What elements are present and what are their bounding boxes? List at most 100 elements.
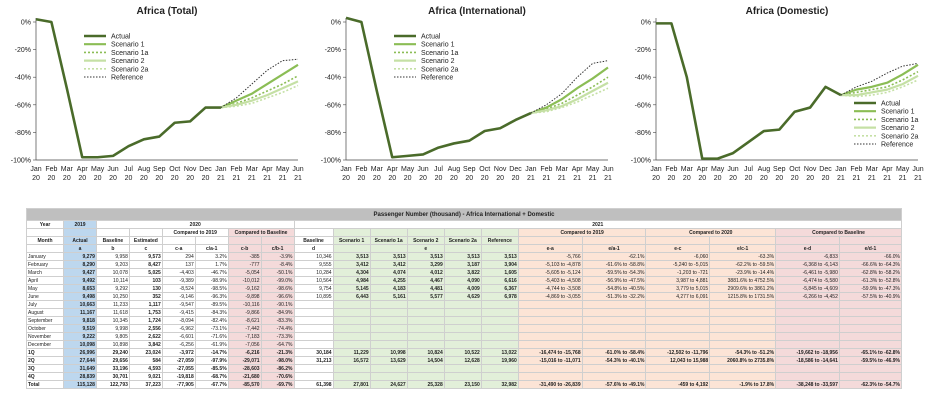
group-2021-compared-2019: Compared to 2019 [517,228,647,237]
table-cell: 3881.6% to 4752.5% [709,276,777,285]
column-header [227,236,262,245]
table-cell: 10,284 [293,268,334,277]
table-cell: -29,071 [227,356,262,365]
table-cell: -5,605 to -5,124 [517,268,583,277]
table-cell: 10,346 [293,252,334,261]
x-tick-month: Apr [387,166,399,173]
column-header: Scenario 1 [332,236,371,245]
table-cell: 4,009 [443,284,482,293]
table-cell: -9,415 [161,308,196,317]
table-cell: -12,502 to -11,796 [645,348,711,357]
y-tick-label: -100% [321,158,341,165]
x-tick-year: 21 [263,175,271,182]
table-cell: 3.2% [194,252,229,261]
table-cell [709,300,777,309]
table-row: Compared to 2019 Compared to Baseline Comp… [26,228,902,237]
table-cell: -6,216 [227,348,262,357]
x-tick-month: May [896,166,910,173]
chart-africa-domestic: Africa (Domestic) 0% -20% -40% -60% -80% -100%… [620,0,931,200]
table-cell: -7,183 [227,332,262,341]
table-cell: 6,367 [480,284,519,293]
x-tick-month: Feb [230,166,242,173]
table-cell: 6,443 [332,292,371,301]
table-cell [838,316,902,325]
group-2021-compared-baseline: Compared to Baseline [775,228,902,237]
legend-label: Scenario 2a [881,133,918,140]
column-header [709,236,777,245]
table-cell: 4,012 [406,268,445,277]
table-cell [406,340,445,349]
chart-svg: Africa (Domestic) 0% -20% -40% -60% -80% -100%… [631,6,924,182]
y-tick-label: -60% [325,102,341,109]
table-cell [332,300,371,309]
table-cell: -9,146 [161,292,196,301]
x-tick-month: Apr [882,166,894,173]
table-cell: 26,996 [63,348,97,357]
table-cell [517,372,583,381]
table-row: December 10,098 10,898 3,842 -6,256 -61.9% -7,… [26,340,902,349]
x-tick-month: Nov [184,166,197,173]
series-line-actual [35,17,221,159]
legend-label: Scenario 2 [111,58,145,65]
table-cell [645,316,711,325]
table-cell: 3,513 [369,252,408,261]
x-tick-month: Mar [681,166,694,173]
x-tick-month: May [91,166,105,173]
table-cell [709,364,777,373]
table-cell: 3,187 [443,260,482,269]
table-cell [581,316,647,325]
x-tick-year: 20 [155,175,163,182]
table-cell: -69.7% [260,380,295,389]
column-header: Scenario 2 [406,236,445,245]
table-cell: 9,958 [95,252,130,261]
table-cell: 14,504 [406,356,445,365]
table-cell [293,372,334,381]
column-header [194,236,229,245]
table-cell [369,372,408,381]
x-tick-year: 20 [481,175,489,182]
series-line-scenario-2 [840,74,919,97]
table-cell [709,372,777,381]
table-cell: 33,196 [95,364,130,373]
row-label: December [26,340,65,349]
table-cell [293,324,334,333]
table-cell: 1,117 [128,300,163,309]
table-cell [645,340,711,349]
table-cell: 8,290 [63,260,97,269]
table-cell: -89.5% [194,300,229,309]
table-cell: -85,570 [227,380,262,389]
legend-label: Actual [421,34,441,41]
x-tick-month: Jun [727,166,738,173]
table-cell [332,340,371,349]
table-cell: -56.9% to -47.5% [581,276,647,285]
x-tick-year: 21 [294,175,302,182]
table-row: 3Q 31,649 33,196 4,593 -27,055 -85.5% -28,603-… [26,364,902,373]
column-header: Baseline [293,236,334,245]
y-tick-label: -20% [15,47,31,54]
table-cell: -23.9% to -14.4% [709,268,777,277]
x-tick-month: Jan [215,166,226,173]
table-cell [517,364,583,373]
table-cell [369,364,408,373]
table-cell: -38,248 to -33,597 [775,380,840,389]
column-header: Baseline [95,236,130,245]
y-tick-label: -40% [15,75,31,82]
table-cell: 1,724 [128,316,163,325]
table-cell: -10,012 [227,276,262,285]
column-header: Reference [480,236,519,245]
table-cell [838,300,902,309]
row-label: January [26,252,65,261]
x-tick-month: Mar [556,166,569,173]
table-cell [443,324,482,333]
table-cell [95,228,130,237]
table-cell: -18,586 to -14,641 [775,356,840,365]
table-cell: 2060.8% to 2735.8% [709,356,777,365]
x-tick-year: 20 [760,175,768,182]
column-formula [480,244,519,253]
table-cell: -96.6% [260,292,295,301]
column-formula: c/a-1 [194,244,229,253]
table-cell [838,372,902,381]
x-tick-month: Jan [340,166,351,173]
column-formula: e/c-1 [709,244,777,253]
year-2019: 2019 [63,220,97,229]
